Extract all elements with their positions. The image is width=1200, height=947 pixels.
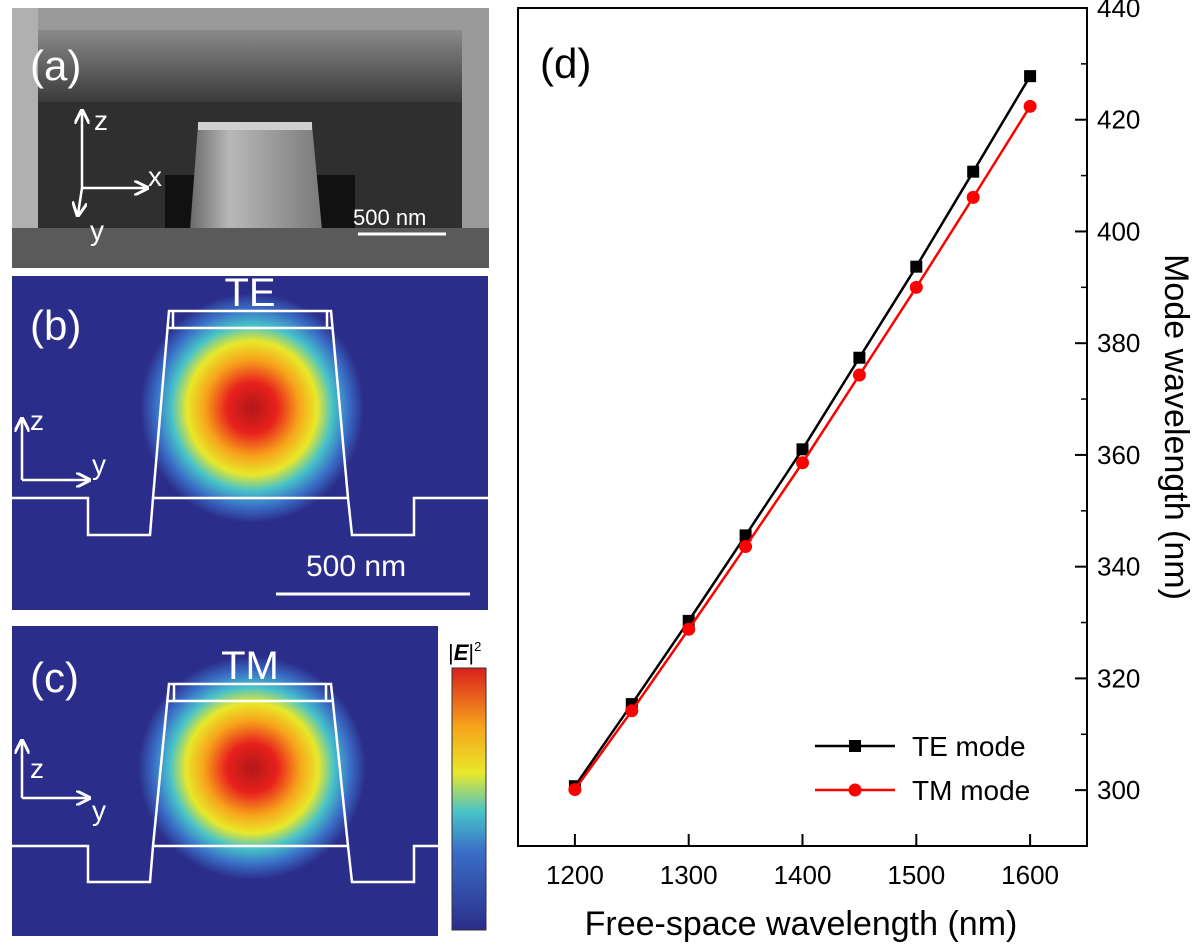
colorbar [451,667,487,931]
panel-c-label: (c) [30,654,79,701]
ridge-outline [151,682,350,847]
x-axis: 1200 1300 1400 1500 1600 [546,834,1059,890]
y-tick-label: 440 [1097,0,1140,23]
tm-point [796,456,809,470]
axis-y-label: y [92,795,106,826]
sem-ridge-top [198,122,312,130]
panel-a-label: (a) [30,42,81,89]
tm-point [852,368,866,382]
y-tick-label: 300 [1097,775,1140,805]
legend-marker [848,783,862,797]
te-point [739,529,752,542]
y-tick-label: 380 [1097,328,1140,358]
te-point [1024,70,1037,83]
y-tick-label: 400 [1097,216,1140,246]
colorbar-label: |E|2 [448,639,481,665]
sem-back-wall [38,30,462,102]
te-point [967,165,980,178]
te-mode-title: TE [224,271,275,315]
sem-left-wall [12,8,38,268]
y-axis-title: Mode wavelength (nm) [1157,254,1195,600]
ridge-outline [151,309,350,499]
tm-field-profile [138,656,366,880]
te-field-profile [140,293,364,523]
te-point [796,443,809,456]
te-point [910,260,923,273]
tm-point [1023,99,1037,113]
tm-point [966,190,980,204]
structure-outline [12,844,438,884]
tm-mode-title: TM [221,644,279,688]
tm-point [625,704,639,718]
scale-bar-label: 500 nm [306,550,406,583]
legend-label: TM mode [912,775,1030,806]
legend-label: TE mode [912,731,1026,762]
panel-d-chart: (d) 1200 1300 1400 1500 1600 300 320 340 360 380… [517,0,1195,943]
y-tick-label: 340 [1097,552,1140,582]
legend-marker [849,740,861,752]
x-axis-title: Free-space wavelength (nm) [585,905,1018,943]
axis-y-label: y [90,215,104,246]
y-tick-label: 420 [1097,105,1140,135]
panel-b: (b) TE z y 500 nm [12,271,488,610]
sem-top-edge [12,8,489,30]
x-tick-label: 1200 [546,860,604,890]
y-tick-label: 360 [1097,440,1140,470]
axis-x-label: x [148,161,162,192]
plot-frame [517,7,1088,847]
axis-z-label: z [30,405,44,436]
panel-c: (c) TM z y |E|2 [12,626,490,936]
y-axis: 300 320 340 360 380 400 420 440 [1075,0,1140,847]
legend: TE mode TM mode [815,731,1030,806]
x-tick-label: 1300 [660,860,718,890]
axis-z-label: z [30,753,44,784]
axis-y-label: y [92,449,106,480]
axis-z-label: z [94,105,108,136]
sem-ridge [190,125,322,230]
te-point [853,351,866,364]
y-tick-label: 320 [1097,663,1140,693]
x-tick-label: 1500 [887,860,945,890]
tm-point [739,540,753,554]
tm-point [682,622,696,636]
data-series [568,70,1037,797]
x-tick-label: 1400 [774,860,832,890]
tm-point [568,783,582,797]
scale-bar-label: 500 nm [353,205,426,230]
tm-point [909,280,923,294]
panel-b-label: (b) [30,302,81,349]
panel-a: (a) z x y 500 nm [12,8,489,268]
panel-d-label: (d) [540,40,591,87]
axis-y-arrow [78,187,82,214]
structure-outline [12,496,488,537]
sem-right-wall [462,8,489,268]
x-tick-label: 1600 [1001,860,1059,890]
